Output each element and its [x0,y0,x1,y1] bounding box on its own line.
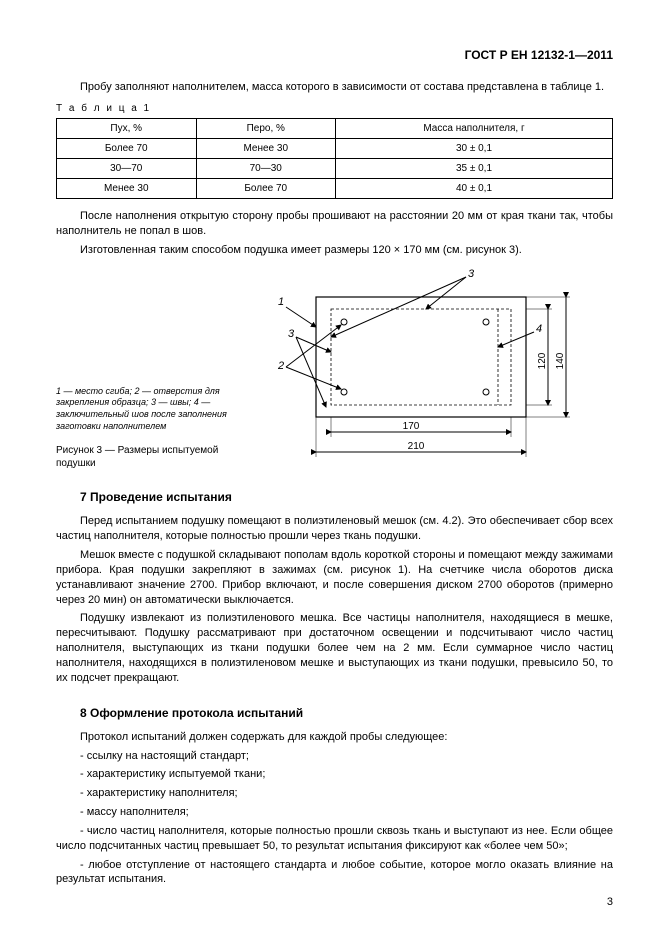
cell: Менее 30 [196,138,336,158]
dim-120: 120 [537,353,548,370]
table-row: Более 70 Менее 30 30 ± 0,1 [57,138,613,158]
page-number: 3 [607,896,613,908]
figure-svg: 1 2 3 3 4 170 [266,267,613,470]
col-h2: Масса наполнителя, г [336,118,613,138]
doc-header: ГОСТ Р ЕН 12132-1—2011 [56,48,613,62]
s8-i2: - характеристику наполнителя; [56,786,613,801]
s8-i4: - число частиц наполнителя, которые полн… [56,824,613,854]
cell: 70—30 [196,158,336,178]
figure-block: 1 — место сгиба; 2 — отверстия для закре… [56,267,613,470]
figure-legend-col: 1 — место сгиба; 2 — отверстия для закре… [56,386,256,471]
s7-p3: Подушку извлекают из полиэтиленового меш… [56,611,613,685]
s8-i3: - массу наполнителя; [56,805,613,820]
section-8-title: 8 Оформление протокола испытаний [80,706,613,720]
table-row: Менее 30 Более 70 40 ± 0,1 [57,178,613,198]
lbl-2: 2 [277,360,284,372]
s7-p1: Перед испытанием подушку помещают в поли… [56,514,613,544]
table-row: 30—70 70—30 35 ± 0,1 [57,158,613,178]
page: ГОСТ Р ЕН 12132-1—2011 Пробу заполняют н… [0,0,661,936]
lbl-3b: 3 [288,328,295,340]
col-h1: Перо, % [196,118,336,138]
figure-caption: Рисунок 3 — Размеры испытуемой подушки [56,444,256,470]
lbl-1: 1 [278,296,284,308]
cell: Более 70 [196,178,336,198]
intro-p1: Пробу заполняют наполнителем, масса кото… [56,80,613,95]
s8-i1: - характеристику испытуемой ткани; [56,767,613,782]
s8-i0: - ссылку на настоящий стандарт; [56,749,613,764]
s7-p2: Мешок вместе с подушкой складывают попол… [56,548,613,607]
after-table-p1: После наполнения открытую сторону пробы … [56,209,613,239]
cell: 40 ± 0,1 [336,178,613,198]
cell: 30—70 [57,158,197,178]
s8-p1: Протокол испытаний должен содержать для … [56,730,613,745]
dim-170: 170 [403,421,420,432]
cell: 30 ± 0,1 [336,138,613,158]
section-7-title: 7 Проведение испытания [80,490,613,504]
cell: 35 ± 0,1 [336,158,613,178]
cell: Менее 30 [57,178,197,198]
s8-i5: - любое отступление от настоящего станда… [56,858,613,888]
after-table-p2: Изготовленная таким способом подушка име… [56,243,613,258]
col-h0: Пух, % [57,118,197,138]
table-label: Т а б л и ц а 1 [56,103,613,114]
cell: Более 70 [57,138,197,158]
dim-210: 210 [408,441,425,452]
dim-140: 140 [555,353,566,370]
data-table: Пух, % Перо, % Масса наполнителя, г Боле… [56,118,613,199]
lbl-3a: 3 [468,268,475,280]
figure-legend: 1 — место сгиба; 2 — отверстия для закре… [56,386,256,433]
lbl-4: 4 [536,323,542,335]
